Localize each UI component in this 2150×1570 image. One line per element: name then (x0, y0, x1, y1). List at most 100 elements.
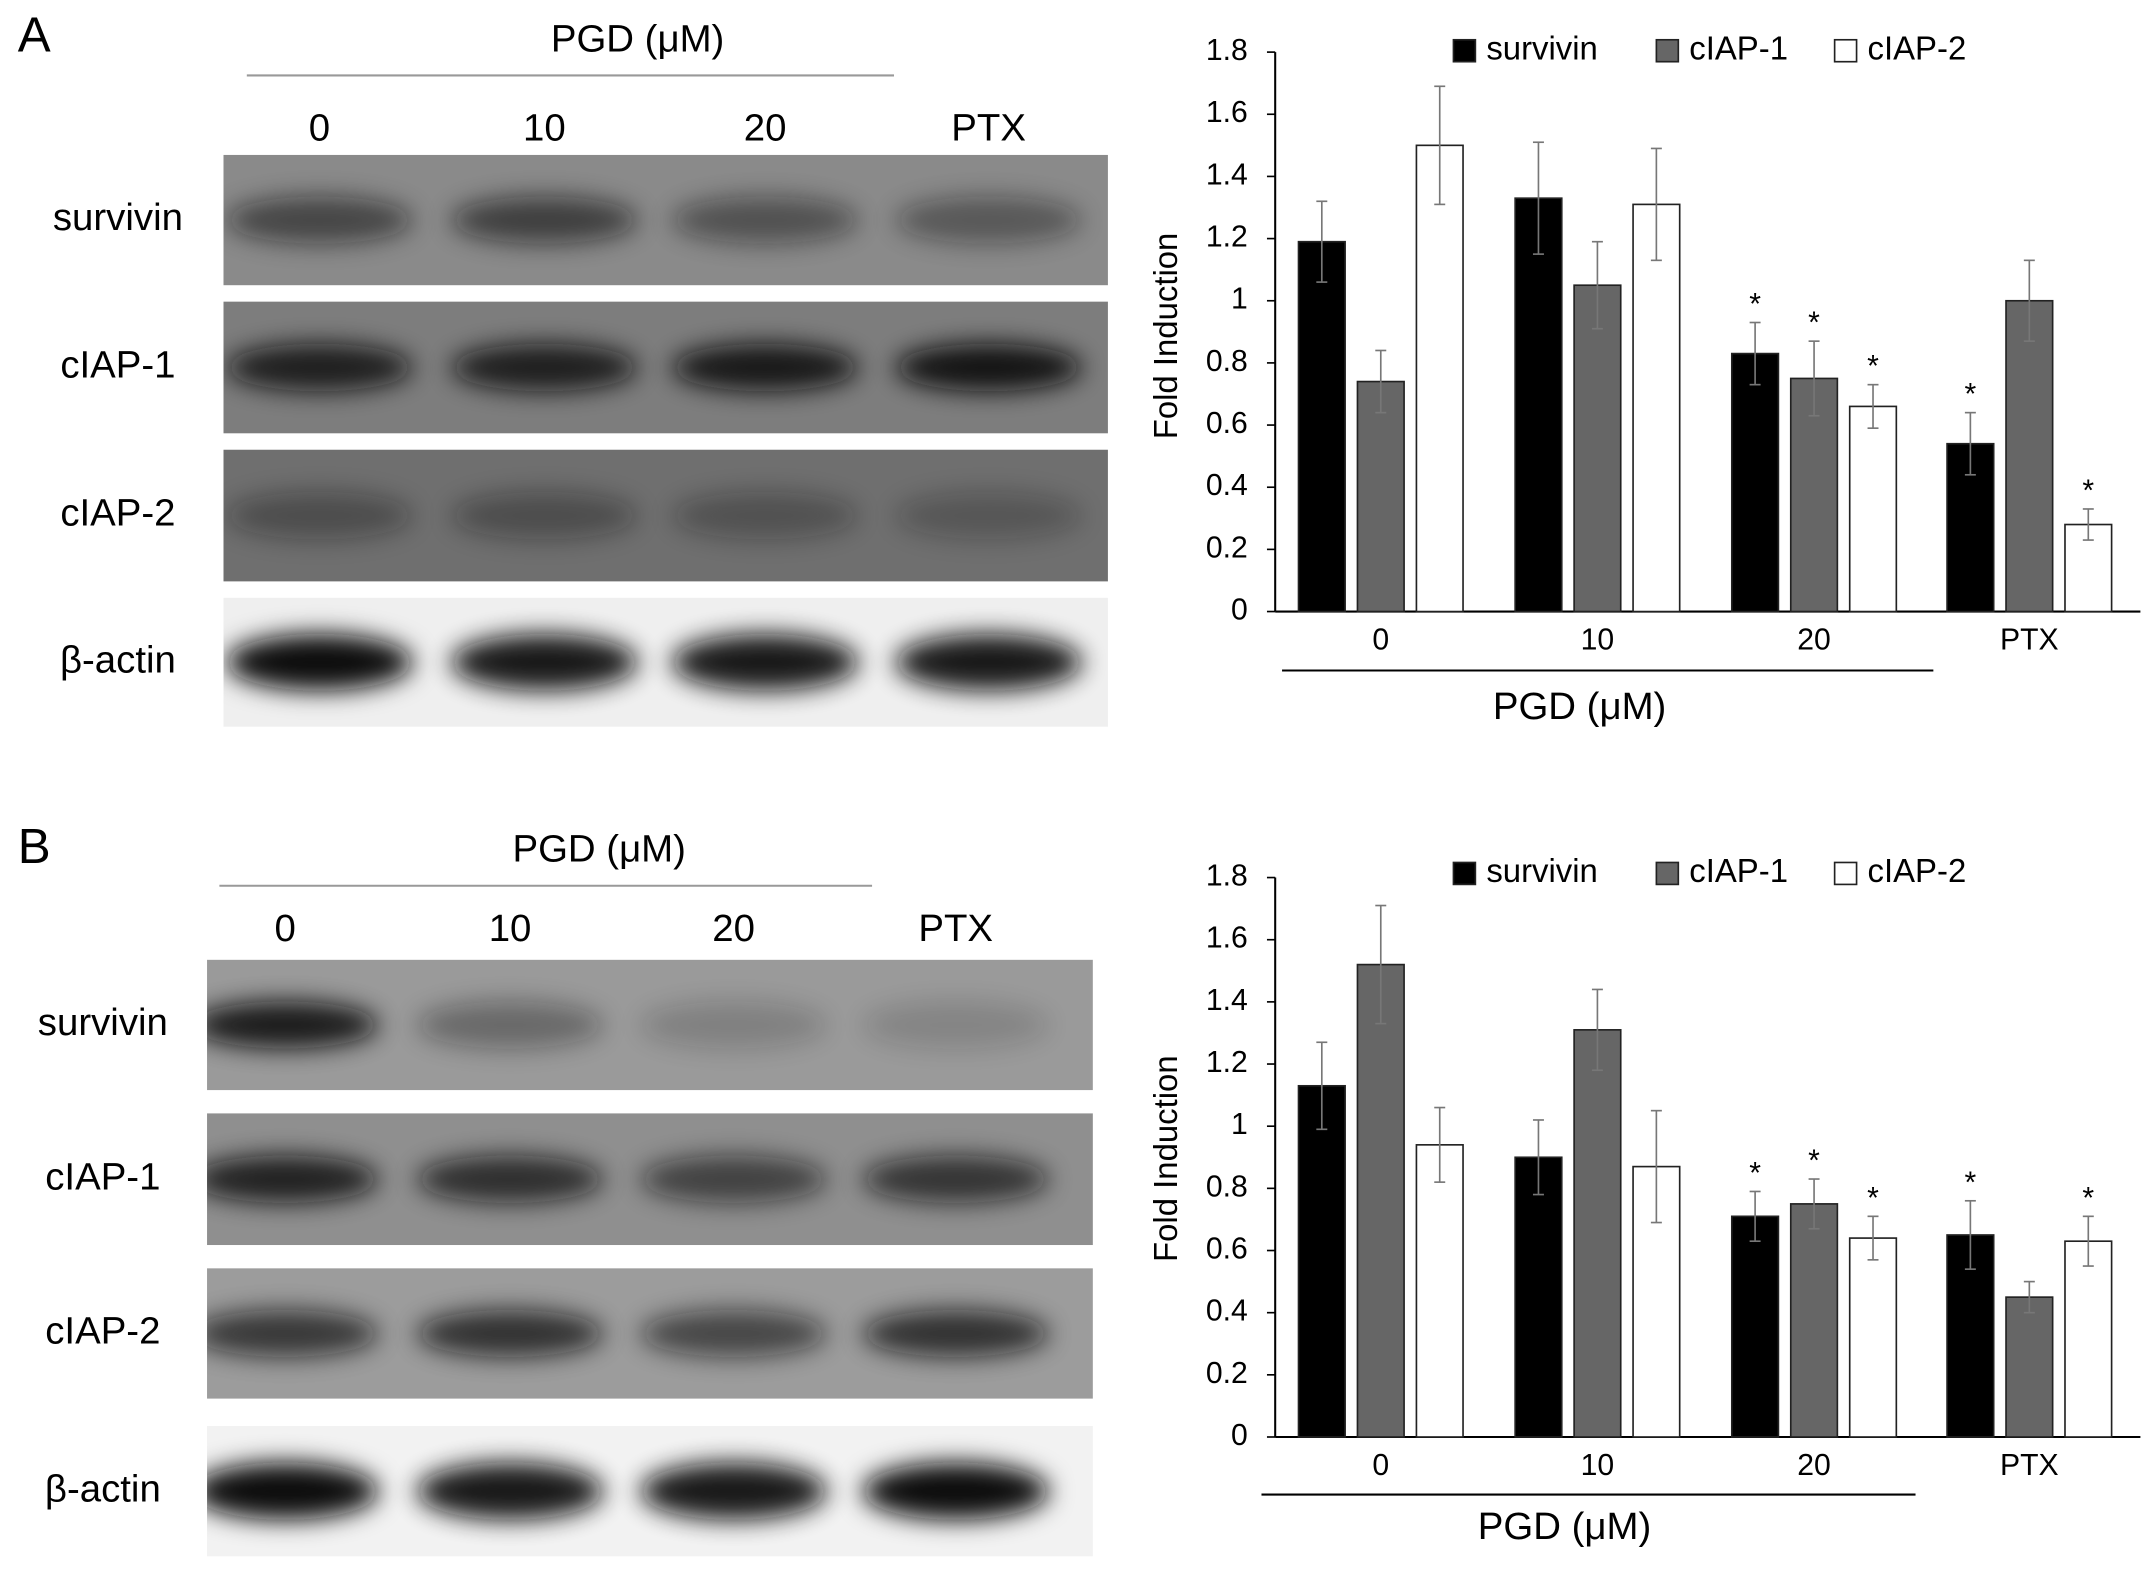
bands (226, 196, 1082, 244)
y-tick-label: 0.4 (1206, 469, 1248, 502)
band (416, 1001, 604, 1049)
lane-label: PTX (918, 907, 993, 950)
significance-marker: * (1965, 1166, 1977, 1199)
bar (1632, 203, 1681, 613)
band (451, 196, 638, 244)
band (207, 1310, 379, 1357)
x-axis-label: PGD (μM) (1478, 1505, 1651, 1548)
bar (1415, 144, 1464, 613)
legend-label: cIAP-2 (1868, 852, 1967, 889)
bands (226, 633, 1082, 691)
band (862, 1462, 1049, 1520)
bar (1415, 1144, 1464, 1438)
band (640, 1462, 827, 1520)
bands (226, 343, 1082, 392)
row-label: β-actin (60, 638, 176, 681)
bar (1789, 1203, 1839, 1438)
band (895, 343, 1082, 392)
lane-label: 10 (523, 106, 566, 149)
band (451, 343, 638, 392)
blot-strip (223, 301, 1108, 434)
x-tick-label: 0 (1372, 1449, 1389, 1482)
band (671, 196, 859, 244)
band (862, 1155, 1049, 1203)
bands (207, 1310, 1049, 1357)
significance-marker: * (1808, 1145, 1820, 1178)
band (416, 1310, 604, 1357)
y-tick-label: 0.8 (1206, 345, 1248, 378)
bands (207, 1001, 1049, 1049)
legend-label: cIAP-2 (1868, 29, 1967, 66)
legend-swatch (1452, 38, 1477, 63)
blot-group-label: PGD (μM) (512, 828, 685, 871)
y-tick-label: 0.2 (1206, 1357, 1248, 1390)
bar (1848, 1237, 1898, 1438)
panel-label: A (18, 7, 51, 62)
row-label: survivin (38, 1001, 168, 1044)
band (207, 1462, 379, 1520)
y-tick-label: 0.6 (1206, 1232, 1248, 1265)
bar (1573, 1029, 1622, 1438)
lane-label: 0 (275, 907, 296, 950)
bands (226, 491, 1082, 540)
bar (1297, 1084, 1346, 1438)
y-tick-label: 1.6 (1206, 922, 1248, 955)
band (671, 491, 859, 540)
band (640, 1155, 827, 1203)
band (895, 196, 1082, 244)
blot-strip (223, 154, 1108, 286)
lane-label: 10 (489, 907, 532, 950)
y-tick-label: 1.6 (1206, 96, 1248, 129)
bar (1730, 352, 1780, 613)
y-tick-label: 1.2 (1206, 1046, 1248, 1079)
row-label: cIAP-2 (60, 492, 175, 535)
significance-marker: * (1808, 307, 1820, 340)
significance-marker: * (1749, 1157, 1761, 1190)
band (451, 633, 638, 691)
band (226, 633, 413, 691)
significance-marker: * (2082, 1182, 2094, 1215)
band (640, 1001, 827, 1049)
y-tick-label: 1.8 (1206, 34, 1248, 67)
blot-group-label: PGD (μM) (551, 17, 724, 60)
band (451, 491, 638, 540)
bar (1356, 380, 1405, 613)
y-tick-label: 0.6 (1206, 407, 1248, 440)
bar (1514, 197, 1563, 613)
x-tick-label: 0 (1372, 624, 1389, 657)
significance-marker: * (1867, 1182, 1879, 1215)
significance-marker: * (2082, 474, 2094, 507)
bar (1514, 1156, 1563, 1438)
y-tick-label: 1.4 (1206, 158, 1248, 191)
y-tick-label: 1 (1231, 283, 1248, 316)
bar (1573, 284, 1622, 613)
band (862, 1310, 1049, 1357)
band (207, 1155, 379, 1203)
blot-strip (207, 959, 1093, 1091)
band (895, 633, 1082, 691)
bar (1297, 240, 1346, 613)
bar (1848, 405, 1898, 613)
significance-marker: * (1965, 378, 1977, 411)
y-tick-label: 1 (1231, 1108, 1248, 1141)
band (226, 196, 413, 244)
row-label: β-actin (45, 1467, 161, 1510)
band (895, 491, 1082, 540)
row-label: cIAP-1 (60, 344, 175, 387)
significance-marker: * (1749, 288, 1761, 321)
panel-label: B (18, 819, 51, 874)
lane-label: 20 (712, 907, 755, 950)
x-tick-label: 20 (1797, 624, 1831, 657)
bar (2005, 299, 2054, 613)
y-tick-label: 0.8 (1206, 1170, 1248, 1203)
y-axis-label: Fold Induction (1147, 233, 1184, 440)
y-tick-label: 0.2 (1206, 531, 1248, 564)
legend-label: cIAP-1 (1689, 852, 1788, 889)
legend-label: survivin (1486, 852, 1597, 889)
lane-label: PTX (951, 106, 1026, 149)
x-tick-label: PTX (2000, 1449, 2059, 1482)
blot-strip (207, 1426, 1093, 1557)
bar (2064, 1240, 2113, 1438)
y-tick-label: 0 (1231, 594, 1248, 627)
